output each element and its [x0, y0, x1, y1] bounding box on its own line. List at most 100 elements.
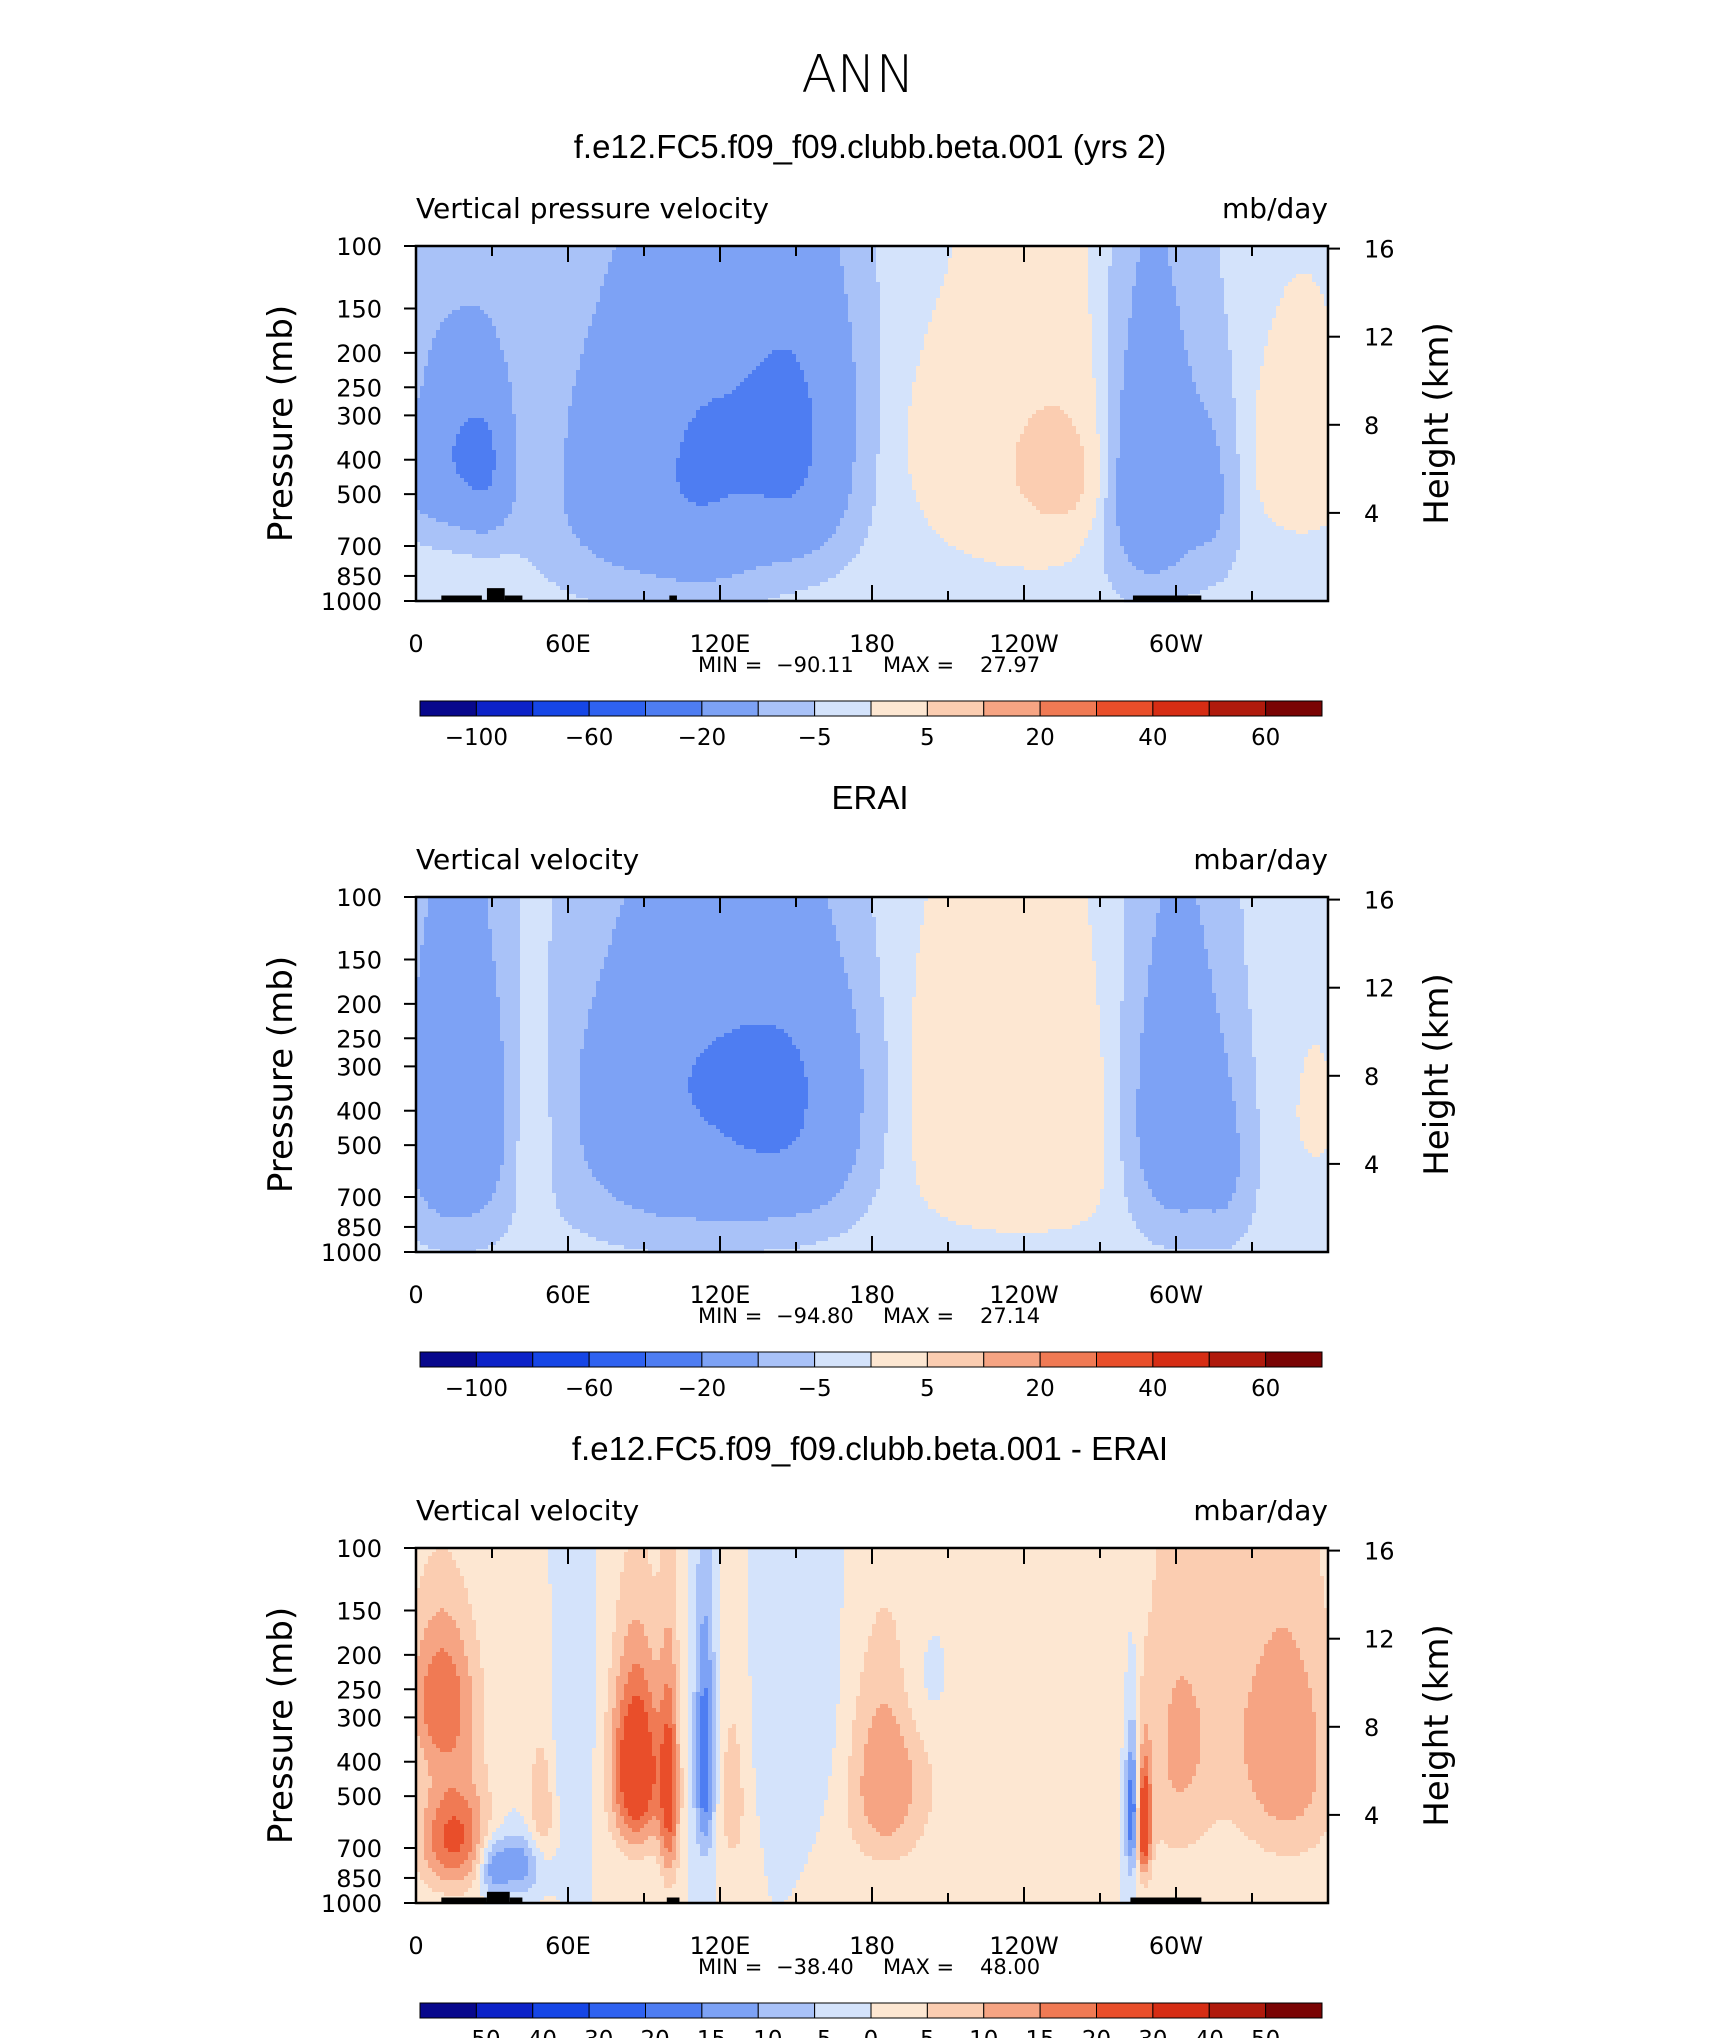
contour-cell: [772, 250, 777, 255]
contour-cell: [548, 254, 553, 259]
contour-cell: [632, 250, 637, 255]
contour-cell: [1144, 250, 1149, 255]
figure: ANN f.e12.FC5.f09_f09.clubb.beta.001 (yr…: [0, 0, 1710, 2038]
contour-cell: [508, 254, 513, 259]
contour-cell: [1168, 250, 1173, 255]
contour-cell: [596, 254, 601, 259]
contour-cell: [904, 250, 909, 255]
contour-cell: [916, 250, 921, 255]
contour-cell: [1220, 250, 1225, 255]
contour-cell: [1064, 250, 1069, 255]
contour-cell: [560, 254, 565, 259]
contour-cell: [588, 250, 593, 255]
contour-cell: [608, 250, 613, 255]
contour-cell: [1228, 250, 1233, 255]
contour-cell: [536, 254, 541, 259]
contour-cell: [532, 250, 537, 255]
contour-cell: [440, 254, 445, 259]
contour-cell: [908, 250, 913, 255]
contour-cell: [1320, 250, 1325, 255]
contour-cell: [1188, 250, 1193, 255]
contour-cell: [556, 254, 561, 259]
contour-cell: [600, 254, 605, 259]
contour-cell: [664, 254, 669, 259]
contour-cell: [888, 250, 893, 255]
contour-cell: [656, 250, 661, 255]
contour-cell: [804, 254, 809, 259]
contour-cell: [1276, 250, 1281, 255]
contour-cell: [1204, 250, 1209, 255]
contour-cell: [1192, 250, 1197, 255]
contour-cell: [852, 250, 857, 255]
contour-cell: [452, 254, 457, 259]
contour-cell: [1240, 250, 1245, 255]
contour-cell: [1284, 250, 1289, 255]
contour-cell: [812, 250, 817, 255]
contour-cell: [628, 250, 633, 255]
contour-cell: [672, 250, 677, 255]
contour-cell: [1160, 250, 1165, 255]
contour-cell: [516, 254, 521, 259]
contour-cell: [1152, 250, 1157, 255]
contour-cell: [472, 250, 477, 255]
contour-cell: [636, 250, 641, 255]
contour-cell: [504, 250, 509, 255]
contour-cell: [424, 254, 429, 259]
contour-cell: [456, 250, 461, 255]
contour-cell: [936, 250, 941, 255]
contour-cell: [1312, 250, 1317, 255]
contour-cell: [1196, 250, 1201, 255]
contour-cell: [688, 254, 693, 259]
contour-cell: [788, 250, 793, 255]
contour-cell: [512, 250, 517, 255]
contour-cell: [440, 250, 445, 255]
contour-cell: [840, 250, 845, 255]
contour-cell: [596, 250, 601, 255]
contour-cell: [1076, 250, 1081, 255]
contour-cell: [676, 254, 681, 259]
contour-cell: [628, 254, 633, 259]
contour-cell: [432, 250, 437, 255]
contour-cell: [1088, 250, 1093, 255]
contour-cell: [696, 254, 701, 259]
contour-cell: [756, 254, 761, 259]
contour-cell: [788, 254, 793, 259]
contour-cell: [428, 254, 433, 259]
contour-cell: [748, 254, 753, 259]
contour-cell: [880, 250, 885, 255]
panel-1: f.e12.FC5.f09_f09.clubb.beta.001 (yrs 2)…: [261, 128, 1457, 751]
contour-cell: [1180, 250, 1185, 255]
contour-cell: [932, 250, 937, 255]
contour-cell: [420, 250, 425, 255]
contour-cell: [688, 250, 693, 255]
contour-cell: [988, 250, 993, 255]
contour-cell: [1104, 250, 1109, 255]
contour-cell: [476, 254, 481, 259]
contour-cell: [724, 254, 729, 259]
contour-cell: [648, 250, 653, 255]
contour-cell: [708, 250, 713, 255]
contour-cell: [1292, 250, 1297, 255]
contour-cell: [1040, 250, 1045, 255]
contour-cell: [624, 254, 629, 259]
contour-cell: [588, 254, 593, 259]
contour-cell: [576, 254, 581, 259]
contour-cell: [756, 250, 761, 255]
contour-cell: [1232, 250, 1237, 255]
contour-cell: [604, 254, 609, 259]
contour-cell: [536, 250, 541, 255]
contour-cell: [544, 254, 549, 259]
contour-cell: [1112, 250, 1117, 255]
contour-cell: [748, 250, 753, 255]
contour-cell: [528, 254, 533, 259]
contour-cell: [476, 250, 481, 255]
contour-cell: [1308, 250, 1313, 255]
contour-cell: [636, 254, 641, 259]
contour-cell: [660, 250, 665, 255]
contour-cell: [1092, 250, 1097, 255]
contour-cell: [800, 254, 805, 259]
contour-cell: [560, 250, 565, 255]
contour-cell: [900, 250, 905, 255]
contour-cell: [1236, 250, 1241, 255]
contour-cell: [468, 254, 473, 259]
